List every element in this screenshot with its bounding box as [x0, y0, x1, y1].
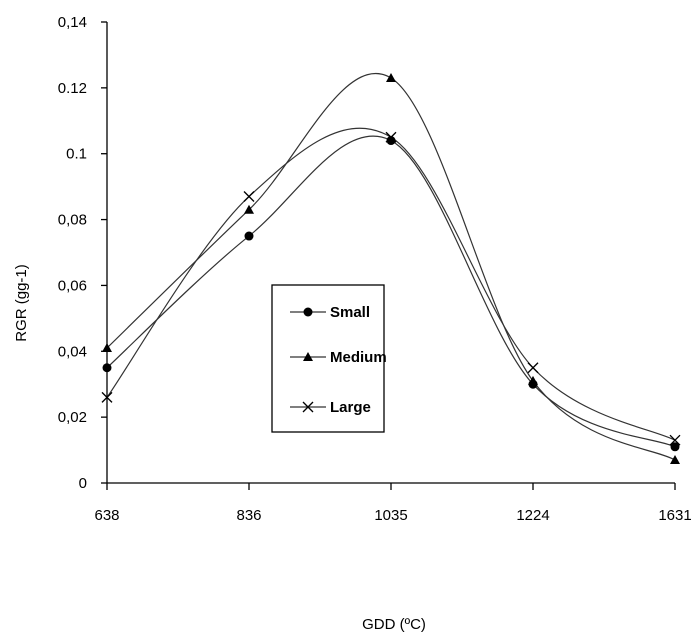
data-point-large [101, 391, 113, 403]
data-point-small [670, 442, 680, 452]
y-tick-label: 0,02 [58, 409, 87, 426]
x-tick-label: 1631 [658, 507, 691, 524]
series-lines [106, 73, 676, 461]
legend-item-large: Large [290, 399, 371, 416]
y-tick-label: 0 [79, 475, 87, 492]
legend-label: Small [330, 304, 370, 321]
series-markers [101, 72, 681, 464]
legend-marker-medium [303, 352, 313, 361]
legend-marker-small [303, 307, 313, 317]
data-point-small [102, 363, 112, 373]
x-tick-label: 1224 [516, 507, 549, 524]
x-axis-ticks: 638 836 1035 1224 1631 [94, 483, 692, 524]
y-axis-ticks: 0 0,02 0,04 0,06 0,08 0.1 0.12 0,14 [58, 14, 107, 492]
legend-label: Medium [330, 349, 387, 366]
data-point-medium [102, 342, 112, 352]
y-tick-label: 0,08 [58, 212, 87, 229]
x-tick-label: 836 [236, 507, 261, 524]
series-line-small [106, 135, 676, 448]
y-tick-label: 0,04 [58, 343, 87, 360]
x-axis-title: GDD (ºC) [362, 616, 426, 633]
legend: Small Medium Large [271, 284, 387, 433]
data-point-large [243, 191, 255, 202]
data-point-medium [670, 454, 680, 464]
y-tick-label: 0,14 [58, 14, 87, 31]
data-point-small [244, 231, 254, 241]
legend-item-medium: Medium [290, 349, 387, 366]
x-tick-label: 1035 [374, 507, 407, 524]
data-point-medium [244, 204, 254, 214]
data-point-medium [386, 72, 396, 82]
data-point-large [527, 362, 539, 374]
data-point-large [669, 434, 681, 446]
y-tick-label: 0.1 [66, 146, 87, 163]
data-point-large [385, 131, 397, 143]
legend-item-small: Small [290, 304, 370, 321]
legend-label: Large [330, 399, 371, 416]
legend-marker-large [302, 401, 314, 413]
axes [106, 22, 675, 484]
data-point-small [386, 136, 396, 146]
series-line-large [106, 127, 676, 441]
y-tick-label: 0,06 [58, 277, 87, 294]
data-point-medium [528, 375, 538, 385]
x-tick-label: 638 [94, 507, 119, 524]
y-axis-title: RGR (gg-1) [13, 264, 30, 342]
y-tick-label: 0.12 [58, 80, 87, 97]
